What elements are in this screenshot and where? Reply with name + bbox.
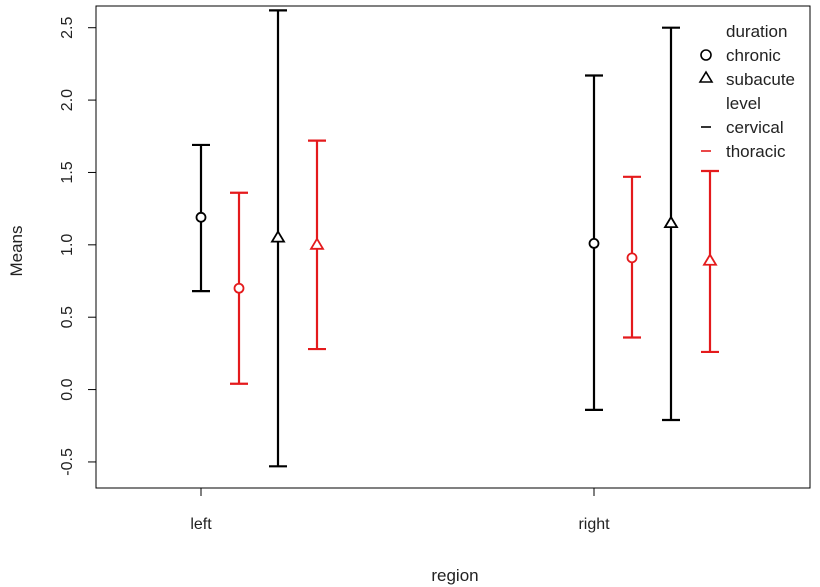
y-tick-label: 1.0 [59, 234, 76, 256]
legend-label-chronic: chronic [726, 46, 781, 65]
errorbar-left-chronic-thoracic [230, 191, 248, 385]
legend-item-cervical: cervical [701, 118, 784, 137]
y-axis: -0.5 0.0 0.5 1.0 1.5 2.0 2.5 [59, 16, 97, 476]
x-axis: left right [190, 487, 610, 533]
errorbar-right-chronic-cervical [585, 74, 603, 411]
legend: duration chronic subacute level cervical… [698, 22, 795, 161]
mean-point-triangle [702, 253, 718, 266]
y-tick-label: 2.0 [59, 89, 76, 111]
mean-point-circle [195, 211, 207, 223]
errorbar-left-subacute-thoracic [308, 139, 326, 351]
legend-label-cervical: cervical [726, 118, 784, 137]
y-tick-label: 2.5 [59, 16, 76, 38]
legend-item-thoracic: thoracic [701, 142, 786, 161]
x-tick-label-right: right [578, 516, 610, 533]
legend-title-duration: duration [726, 22, 787, 41]
y-tick-label: -0.5 [59, 448, 76, 476]
errorbar-left-chronic-cervical [192, 143, 210, 293]
error-bar-marks [192, 9, 719, 468]
x-axis-label: region [431, 566, 478, 585]
mean-point-circle [626, 252, 638, 264]
mean-point-triangle [663, 215, 679, 229]
legend-triangle-marker [698, 70, 714, 83]
y-axis-label: Means [7, 225, 26, 276]
mean-point-triangle [309, 237, 325, 250]
legend-label-thoracic: thoracic [726, 142, 786, 161]
legend-circle-marker [700, 49, 712, 61]
mean-point-circle [588, 237, 600, 249]
legend-item-subacute: subacute [698, 70, 795, 89]
x-tick-label-left: left [190, 516, 212, 533]
legend-title-level: level [726, 94, 761, 113]
errorbar-right-subacute-cervical [662, 26, 680, 422]
y-tick-label: 0.5 [59, 306, 76, 328]
mean-point-circle [233, 282, 245, 294]
errorbar-right-subacute-thoracic [701, 169, 719, 354]
y-tick-label: 1.5 [59, 161, 76, 183]
mean-point-triangle [270, 229, 286, 243]
legend-label-subacute: subacute [726, 70, 795, 89]
y-tick-label: 0.0 [59, 378, 76, 400]
errorbar-left-subacute-cervical [269, 9, 287, 468]
legend-item-chronic: chronic [700, 46, 781, 65]
errorbar-right-chronic-thoracic [623, 175, 641, 339]
